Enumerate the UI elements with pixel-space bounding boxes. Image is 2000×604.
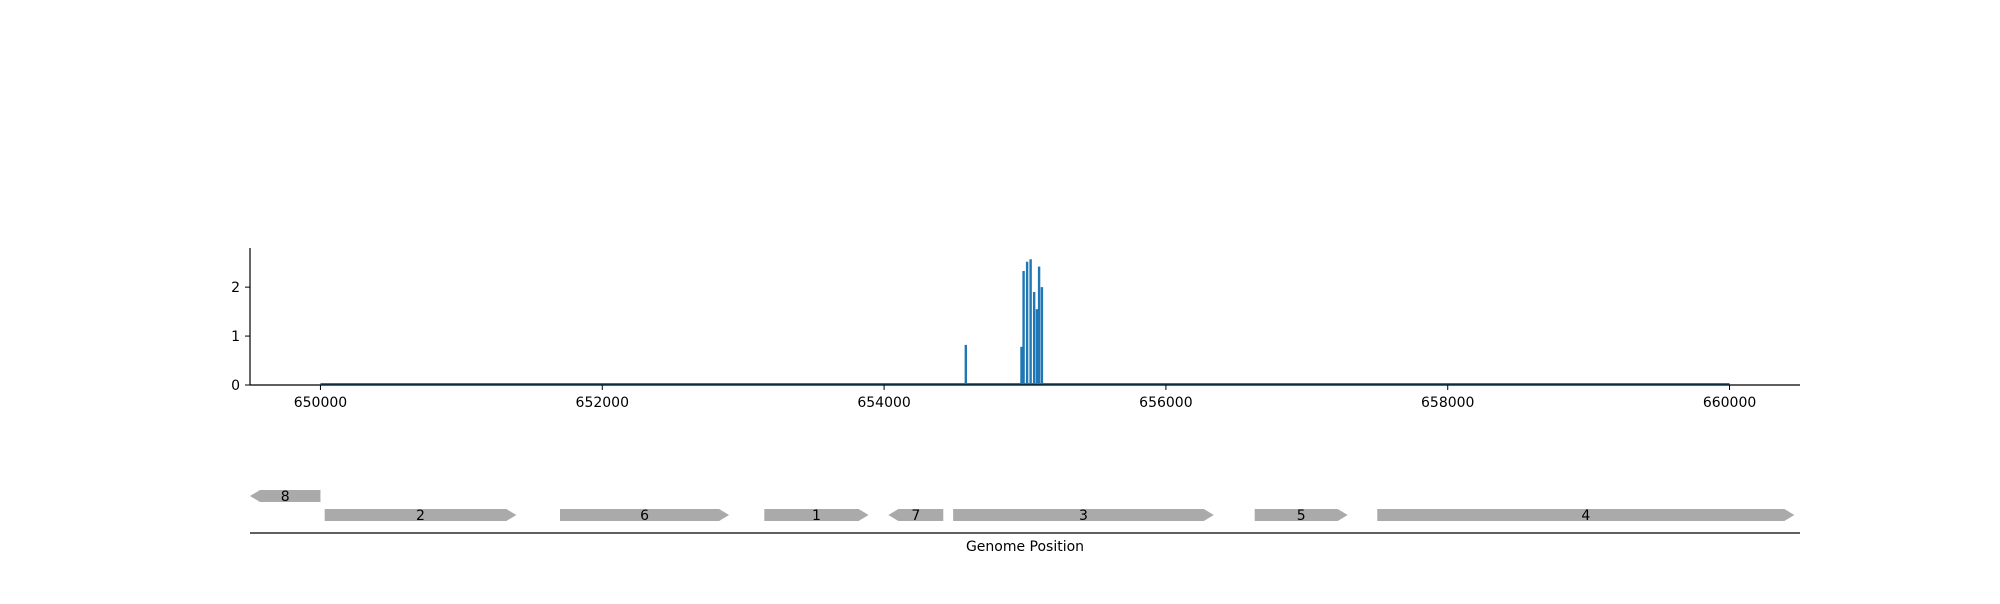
gene-arrows: 8 2 6 1 7 3 5 4 [250, 489, 1795, 524]
x-tick-label: 660000 [1703, 395, 1756, 411]
gene-label: 8 [281, 489, 290, 505]
gene-label: 4 [1581, 508, 1590, 524]
gene-arrow [888, 509, 944, 521]
gene-label: 6 [640, 508, 649, 524]
coverage-bar [1020, 346, 1023, 385]
gene-arrow [1377, 509, 1795, 521]
coverage-bar [964, 344, 968, 385]
gene-arrow [1254, 509, 1348, 521]
x-tick-label: 658000 [1421, 395, 1474, 411]
coverage-bar [1022, 270, 1025, 385]
gene-label: 2 [416, 508, 425, 524]
gene-arrow [250, 490, 321, 502]
gene-label: 5 [1297, 508, 1306, 524]
x-tick-label: 656000 [1139, 395, 1192, 411]
gene-arrow [953, 509, 1214, 521]
gene-label: 1 [812, 508, 821, 524]
y-tick-label: 2 [231, 280, 240, 296]
coverage-bar [1025, 261, 1029, 385]
x-axis-ticks: 650000 652000 654000 656000 658000 660000 [294, 385, 1756, 411]
x-tick-label: 654000 [857, 395, 910, 411]
y-tick-label: 0 [231, 378, 240, 394]
coverage-plot: 650000 652000 654000 656000 658000 660000 0 1 2 [231, 248, 1800, 411]
coverage-bar [1032, 292, 1036, 385]
x-axis-label: Genome Position [966, 539, 1084, 555]
x-tick-label: 650000 [294, 395, 347, 411]
gene-label: 7 [911, 508, 920, 524]
coverage-bars [964, 259, 1044, 385]
y-axis-ticks: 0 1 2 [231, 280, 250, 394]
gene-arrow [324, 509, 517, 521]
coverage-bar [1037, 266, 1041, 385]
gene-label: 3 [1079, 508, 1088, 524]
gene-track: 8 2 6 1 7 3 5 4 Genome Position [250, 489, 1800, 555]
coverage-bar [1029, 259, 1032, 385]
gene-arrow [560, 509, 730, 521]
coverage-bar [1035, 309, 1039, 385]
coverage-bar [1040, 287, 1044, 385]
x-tick-label: 652000 [576, 395, 629, 411]
gene-arrow [764, 509, 869, 521]
y-tick-label: 1 [231, 329, 240, 345]
